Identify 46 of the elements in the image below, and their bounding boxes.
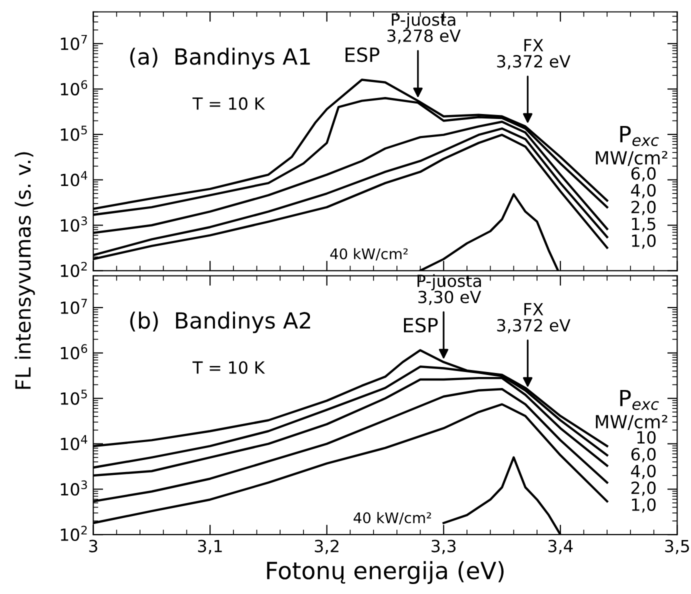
legend-label: 1,5 [632,218,656,232]
annotation: T = 10 K [192,361,266,374]
legend-label: 4,0 [631,184,656,198]
text: (a) Bandinys A1 [130,48,310,70]
x-tick-label: 3,4 [548,540,573,554]
y-tick-label: 10$^{5}$ [60,126,87,141]
legend-label: 6,0 [631,167,656,182]
y-tick-label: 10$^{4}$ [60,435,88,450]
x-tick-label: 3,3 [432,540,456,554]
annotation: P-juosta 3,278 eV [387,13,461,44]
legend-label: 2,0 [631,200,656,216]
annotation: ESP [346,47,380,62]
y-axis-title: FL intensyvumas (s. v.) [14,152,35,389]
y-tick-label: 10$^{4}$ [60,171,88,186]
annotation: T = 10 K [192,97,266,110]
x-tick-label: 3,2 [314,540,338,554]
annotation: P-juosta 3,30 eV [418,274,482,305]
y-tick-label: 10$^{6}$ [60,80,88,96]
x-tick-label: 3 [89,540,98,552]
y-tick-label: 10$^{7}$ [60,298,87,314]
series-label: 40 kW/cm² [330,248,408,261]
y-tick-label: 10$^{5}$ [60,390,87,405]
legend-label: 4,0 [631,464,656,480]
annotation: MW/cm² [596,150,668,166]
y-tick-label: 10$^{3}$ [60,216,87,232]
y-tick-label: 10$^{2}$ [60,526,87,542]
y-tick-label: 10$^{3}$ [60,480,87,496]
legend-label: 1,0 [632,234,656,249]
annotation: FX 3,372 eV [497,303,570,334]
legend-label: 2,0 [631,482,656,496]
legend-label: 10 [637,431,656,444]
y-tick-label: 10$^{2}$ [60,262,87,278]
y-tick-label: 10$^{6}$ [60,344,88,360]
x-axis-title: Fotonų energija (eV) [267,561,504,584]
annotation: ESP [404,318,438,333]
series-label: 40 kW/cm² [354,512,432,524]
annotation: FX 3,372 eV [497,39,570,70]
x-tick-label: 3,5 [665,540,689,554]
legend-label: 1,0 [632,498,656,513]
x-tick-label: 3,1 [198,540,222,554]
text: (b) Bandinys A2 [130,312,310,334]
annotation: P$_{exc}$ [620,126,659,146]
y-tick-label: 10$^{7}$ [60,34,87,50]
legend-label: 6,0 [631,448,656,462]
annotation: P$_{exc}$ [620,390,659,410]
annotation: MW/cm² [596,414,668,430]
